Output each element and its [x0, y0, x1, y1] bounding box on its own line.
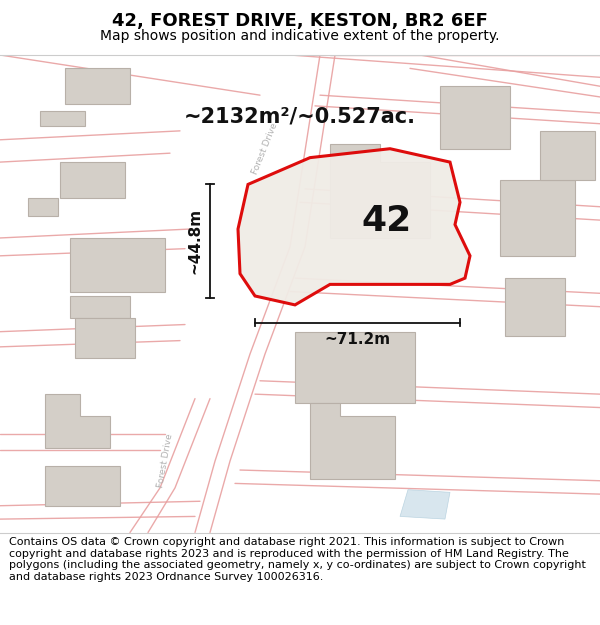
Polygon shape	[400, 489, 450, 519]
Polygon shape	[505, 278, 565, 336]
Text: Forest Drive: Forest Drive	[156, 433, 174, 489]
Polygon shape	[40, 111, 85, 126]
Polygon shape	[75, 318, 135, 359]
Polygon shape	[70, 296, 130, 318]
Text: ~2132m²/~0.527ac.: ~2132m²/~0.527ac.	[184, 106, 416, 126]
Text: Map shows position and indicative extent of the property.: Map shows position and indicative extent…	[100, 29, 500, 43]
Polygon shape	[28, 198, 58, 216]
Polygon shape	[60, 162, 125, 198]
Text: ~71.2m: ~71.2m	[325, 332, 391, 347]
Polygon shape	[45, 466, 120, 506]
Polygon shape	[330, 144, 430, 238]
Polygon shape	[500, 180, 575, 256]
Text: ~44.8m: ~44.8m	[187, 208, 202, 274]
Polygon shape	[238, 149, 470, 305]
Polygon shape	[310, 403, 395, 479]
Polygon shape	[70, 238, 165, 291]
Polygon shape	[440, 86, 510, 149]
Polygon shape	[45, 394, 110, 448]
Text: 42, FOREST DRIVE, KESTON, BR2 6EF: 42, FOREST DRIVE, KESTON, BR2 6EF	[112, 12, 488, 30]
Polygon shape	[540, 131, 595, 180]
Polygon shape	[65, 68, 130, 104]
Text: Forest Drive: Forest Drive	[251, 122, 280, 176]
Polygon shape	[295, 332, 415, 403]
Text: Contains OS data © Crown copyright and database right 2021. This information is : Contains OS data © Crown copyright and d…	[9, 537, 586, 582]
Text: 42: 42	[361, 204, 411, 238]
